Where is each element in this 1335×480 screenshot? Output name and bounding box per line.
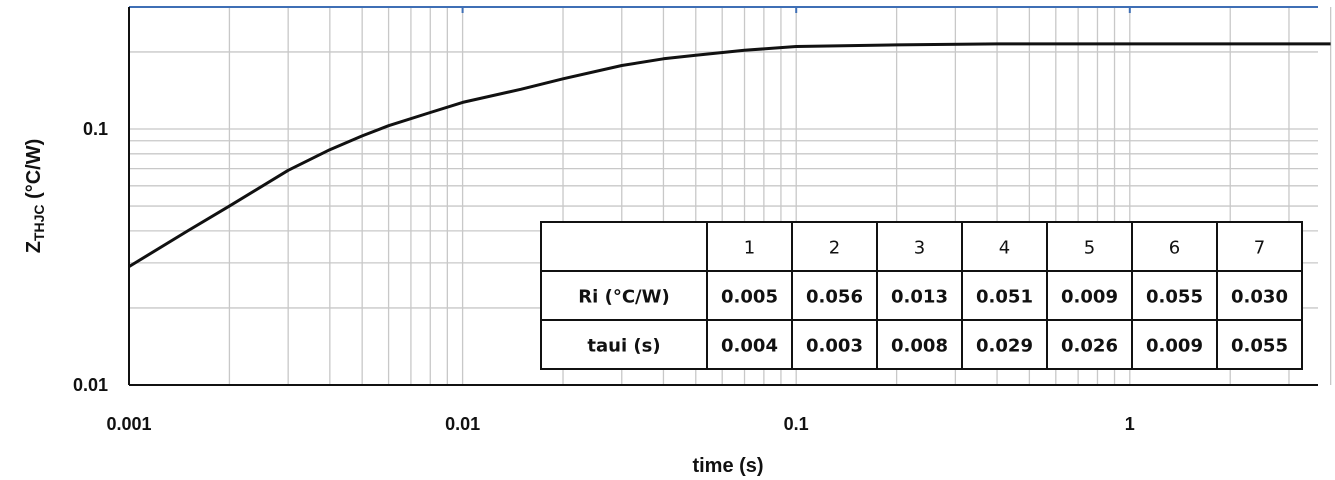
y-tick-label: 0.01	[73, 375, 108, 395]
table-cell: 0.055	[1231, 336, 1288, 357]
x-tick-label: 1	[1125, 414, 1135, 434]
axes	[128, 6, 1318, 386]
y-axis-title-sub: THJC	[31, 204, 47, 241]
x-tick-label: 0.001	[106, 414, 151, 434]
x-tick-label: 0.1	[784, 414, 809, 434]
table-cell: 0.051	[976, 287, 1033, 308]
table-cell: 0.005	[721, 287, 778, 308]
table-header-cell: 2	[829, 238, 840, 259]
zthjc-curve	[128, 42, 1331, 268]
table-cell: 0.013	[891, 287, 948, 308]
y-axis-title-main: Z	[23, 241, 45, 253]
table-cell: 0.026	[1061, 336, 1118, 357]
table-header-cell: 6	[1169, 238, 1180, 259]
table-cell: 0.009	[1146, 336, 1203, 357]
y-tick-label: 0.1	[83, 119, 108, 139]
table-cell: 0.029	[976, 336, 1033, 357]
table-cell: 0.008	[891, 336, 948, 357]
table-cell: 0.030	[1231, 287, 1288, 308]
rc-parameter-table: 1 2 3 4 5 6 7 Ri (°C/W) 0.005 0.056 0.013 0.051 0.00…	[540, 221, 1303, 370]
y-axis-title-unit: (°C/W)	[23, 139, 45, 205]
y-tick-labels: 0.01 0.1	[73, 119, 108, 395]
table-header-cell: 7	[1254, 238, 1265, 259]
x-tick-label: 0.01	[445, 414, 480, 434]
table-cell: 0.009	[1061, 287, 1118, 308]
y-axis-title: ZTHJC (°C/W)	[23, 139, 47, 254]
x-axis-title: time (s)	[692, 455, 763, 477]
table-header-cell: 3	[914, 238, 925, 259]
table-frame	[540, 221, 1303, 370]
table-cell: 0.004	[721, 336, 778, 357]
table-cell: taui (s)	[587, 336, 660, 357]
table-cell: 0.055	[1146, 287, 1203, 308]
table-header-cell: 1	[744, 238, 755, 259]
table-header-cell: 5	[1084, 238, 1095, 259]
series-layer	[128, 42, 1331, 268]
table-cell: 0.056	[806, 287, 863, 308]
x-tick-labels: 0.001 0.01 0.1 1	[106, 414, 1134, 434]
table-cell: 0.003	[806, 336, 863, 357]
table-cell: Ri (°C/W)	[578, 287, 669, 308]
table-header-cell: 4	[999, 238, 1010, 259]
